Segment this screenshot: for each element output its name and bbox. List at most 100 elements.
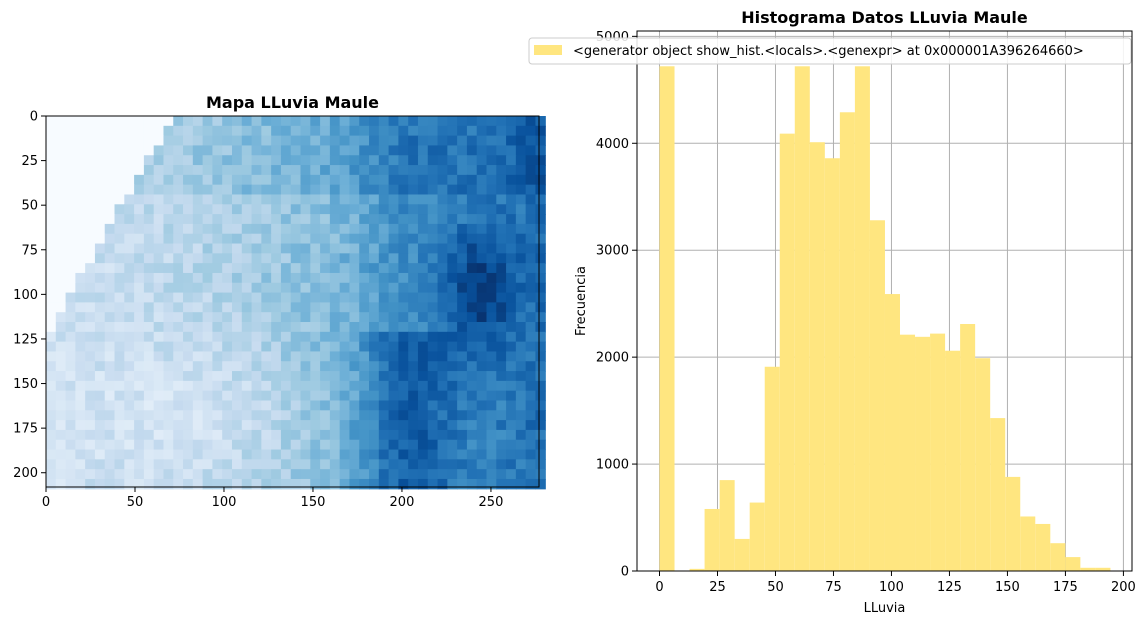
heatmap-cell [535, 400, 546, 411]
heatmap-cell [202, 243, 214, 254]
heatmap-cell [378, 469, 390, 480]
heatmap-cell [85, 145, 96, 156]
heatmap-cell [153, 331, 165, 343]
heatmap-cell [261, 145, 272, 156]
heatmap-cell [261, 459, 272, 470]
heatmap-cell [466, 194, 478, 205]
heatmap-cell [535, 292, 546, 303]
heatmap-cell [466, 125, 478, 137]
heatmap-cell [153, 184, 165, 196]
histogram-bar [839, 112, 855, 572]
heatmap-cell [134, 420, 145, 431]
heatmap-cell [515, 184, 527, 196]
heatmap-cell [271, 449, 282, 460]
heatmap-cell [476, 243, 488, 254]
heatmap-cell [417, 116, 429, 127]
heatmap-cell [134, 282, 145, 294]
heatmap-cell [329, 439, 341, 451]
heatmap-cell [388, 282, 399, 294]
heatmap-cell [143, 135, 155, 147]
heatmap-cell [94, 449, 106, 460]
histogram-x-tick-label: 125 [937, 580, 962, 595]
heatmap-cell [447, 272, 458, 284]
heatmap-cell [349, 292, 360, 303]
heatmap-cell [457, 243, 468, 254]
heatmap-cell [261, 390, 272, 402]
heatmap-cell [486, 361, 497, 372]
heatmap-cell [476, 371, 488, 382]
heatmap-cell [124, 341, 135, 353]
histogram-bar [689, 568, 705, 571]
heatmap-cell [271, 410, 282, 421]
heatmap-cell [271, 155, 282, 166]
heatmap-cell [231, 243, 243, 254]
heatmap-cell [515, 351, 527, 362]
heatmap-cell [94, 469, 106, 480]
heatmap-cell [290, 204, 302, 215]
heatmap-cell [85, 263, 96, 274]
heatmap-cell [388, 165, 399, 176]
heatmap-cell [55, 302, 67, 313]
heatmap-cell [65, 135, 76, 147]
heatmap-cell [466, 380, 478, 392]
heatmap-cell [535, 390, 546, 402]
heatmap-cell [55, 135, 67, 147]
heatmap-cell [124, 410, 135, 421]
heatmap-cell [329, 380, 341, 392]
heatmap-cell [369, 145, 380, 156]
heatmap-cell [202, 341, 214, 353]
heatmap-cell [506, 272, 517, 284]
heatmap-cell [310, 135, 321, 147]
heatmap-cell [104, 214, 116, 225]
heatmap-cell [369, 312, 380, 323]
heatmap-cell [466, 341, 478, 353]
heatmap-cell [153, 155, 165, 166]
heatmap-cell [65, 380, 76, 392]
heatmap-cell [388, 312, 399, 323]
heatmap-cell [173, 341, 184, 353]
heatmap-cell [163, 380, 174, 392]
heatmap-cell [447, 233, 458, 245]
heatmap-cell [290, 125, 302, 137]
heatmap-cell [476, 204, 488, 215]
heatmap-cell [212, 410, 223, 421]
heatmap-cell [75, 263, 86, 274]
heatmap-cell [212, 135, 223, 147]
heatmap-cell [46, 145, 57, 156]
heatmap-cell [94, 459, 106, 470]
heatmap-cell [114, 194, 125, 205]
heatmap-cell [114, 292, 125, 303]
heatmap-cell [65, 116, 76, 127]
heatmap-cell [427, 420, 439, 431]
heatmap-cell [222, 233, 233, 245]
heatmap-cell [251, 135, 262, 147]
heatmap-cell [359, 253, 370, 264]
heatmap-cell [55, 390, 67, 402]
heatmap-cell [94, 390, 106, 402]
heatmap-cell [310, 371, 321, 382]
histogram-bar [1095, 567, 1111, 571]
heatmap-cell [143, 400, 155, 411]
heatmap-cell [261, 322, 272, 333]
heatmap-cell [202, 478, 214, 490]
heatmap-cell [192, 223, 204, 235]
heatmap-cell [241, 478, 253, 490]
heatmap-cell [153, 214, 165, 225]
heatmap-cell [437, 125, 448, 137]
heatmap-cell [261, 312, 272, 323]
heatmap-cell [65, 282, 76, 294]
heatmap-cell [457, 292, 468, 303]
heatmap-cell [65, 214, 76, 225]
heatmap-cell [46, 125, 57, 137]
heatmap-cell [476, 322, 488, 333]
heatmap-cell [486, 243, 497, 254]
heatmap-cell [114, 390, 125, 402]
heatmap-cell [515, 449, 527, 460]
heatmap-cell [251, 223, 262, 235]
heatmap-cell [261, 204, 272, 215]
heatmap-cell [241, 233, 253, 245]
heatmap-cell [241, 371, 253, 382]
heatmap-cell [378, 322, 390, 333]
heatmap-cell [134, 135, 145, 147]
